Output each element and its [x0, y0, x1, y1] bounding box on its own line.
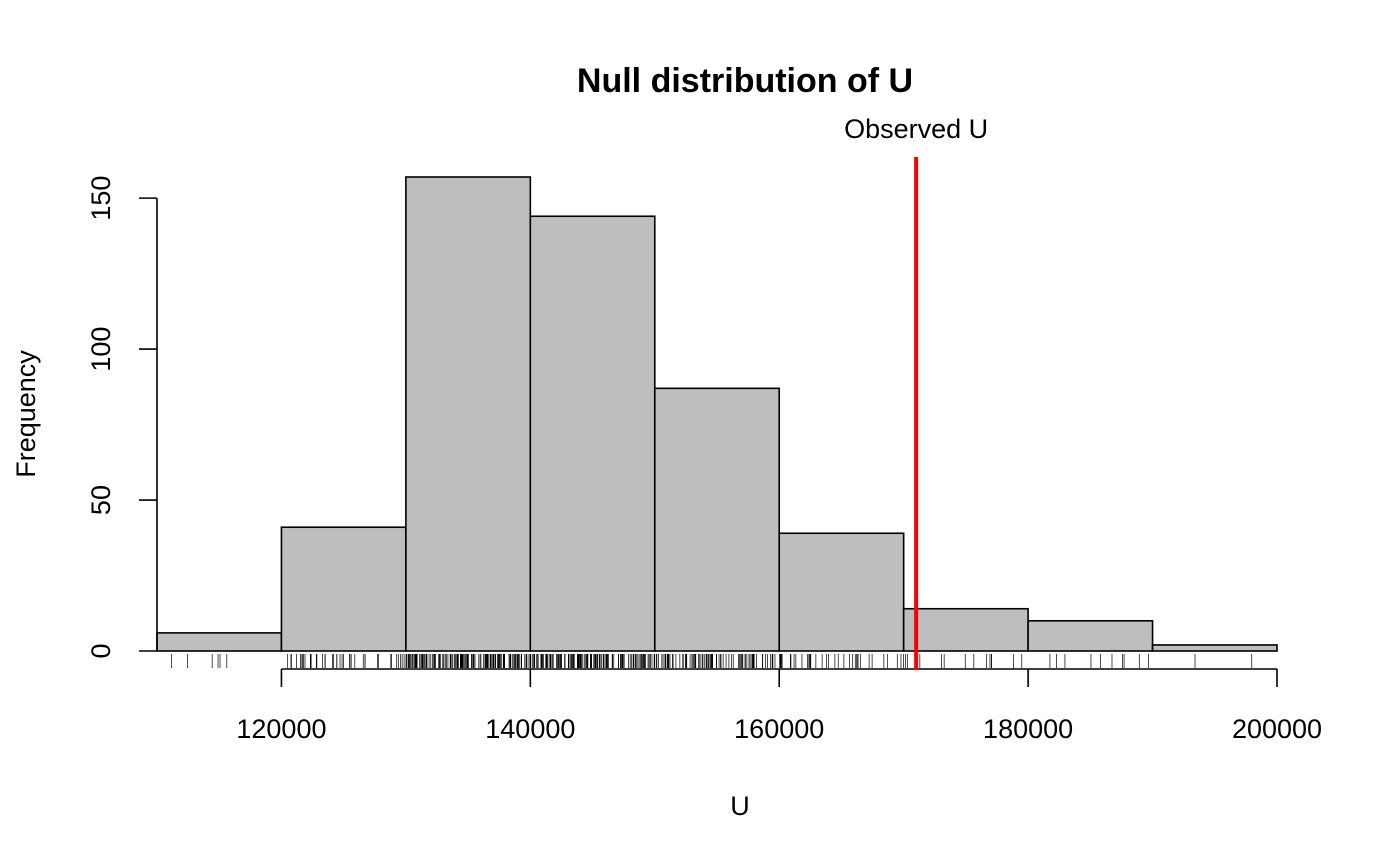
rug-group [171, 654, 1253, 668]
x-tick-label: 140000 [485, 714, 575, 744]
histogram-bar-3 [529, 215, 656, 652]
y-tick-label: 50 [86, 485, 116, 515]
y-tick-label: 0 [86, 643, 116, 658]
bars-group [156, 176, 1278, 652]
y-axis: 0 50 100 150 [86, 176, 158, 659]
x-tick-label: 200000 [1232, 714, 1322, 744]
histogram-bar-1 [280, 526, 407, 652]
histogram-bar-5 [778, 532, 905, 652]
x-axis-label: U [730, 791, 750, 821]
histogram-bar-0 [156, 632, 283, 652]
observed-label: Observed U [844, 114, 988, 144]
histogram-bar-2 [405, 176, 532, 652]
x-tick-label: 120000 [236, 714, 326, 744]
x-axis: 120000 140000 160000 180000 200000 [236, 668, 1322, 744]
x-tick-label: 160000 [734, 714, 824, 744]
y-axis-label: Frequency [11, 350, 41, 478]
x-tick-label: 180000 [983, 714, 1073, 744]
histogram-bar-8 [1151, 644, 1278, 652]
histogram-bar-4 [653, 387, 781, 652]
y-tick-label: 150 [86, 176, 116, 221]
observed-group: Observed U [844, 114, 988, 670]
histogram-bar-6 [902, 607, 1029, 652]
chart-title: Null distribution of U [577, 62, 913, 100]
y-tick-label: 100 [86, 327, 116, 372]
histogram-bar-7 [1027, 620, 1154, 652]
